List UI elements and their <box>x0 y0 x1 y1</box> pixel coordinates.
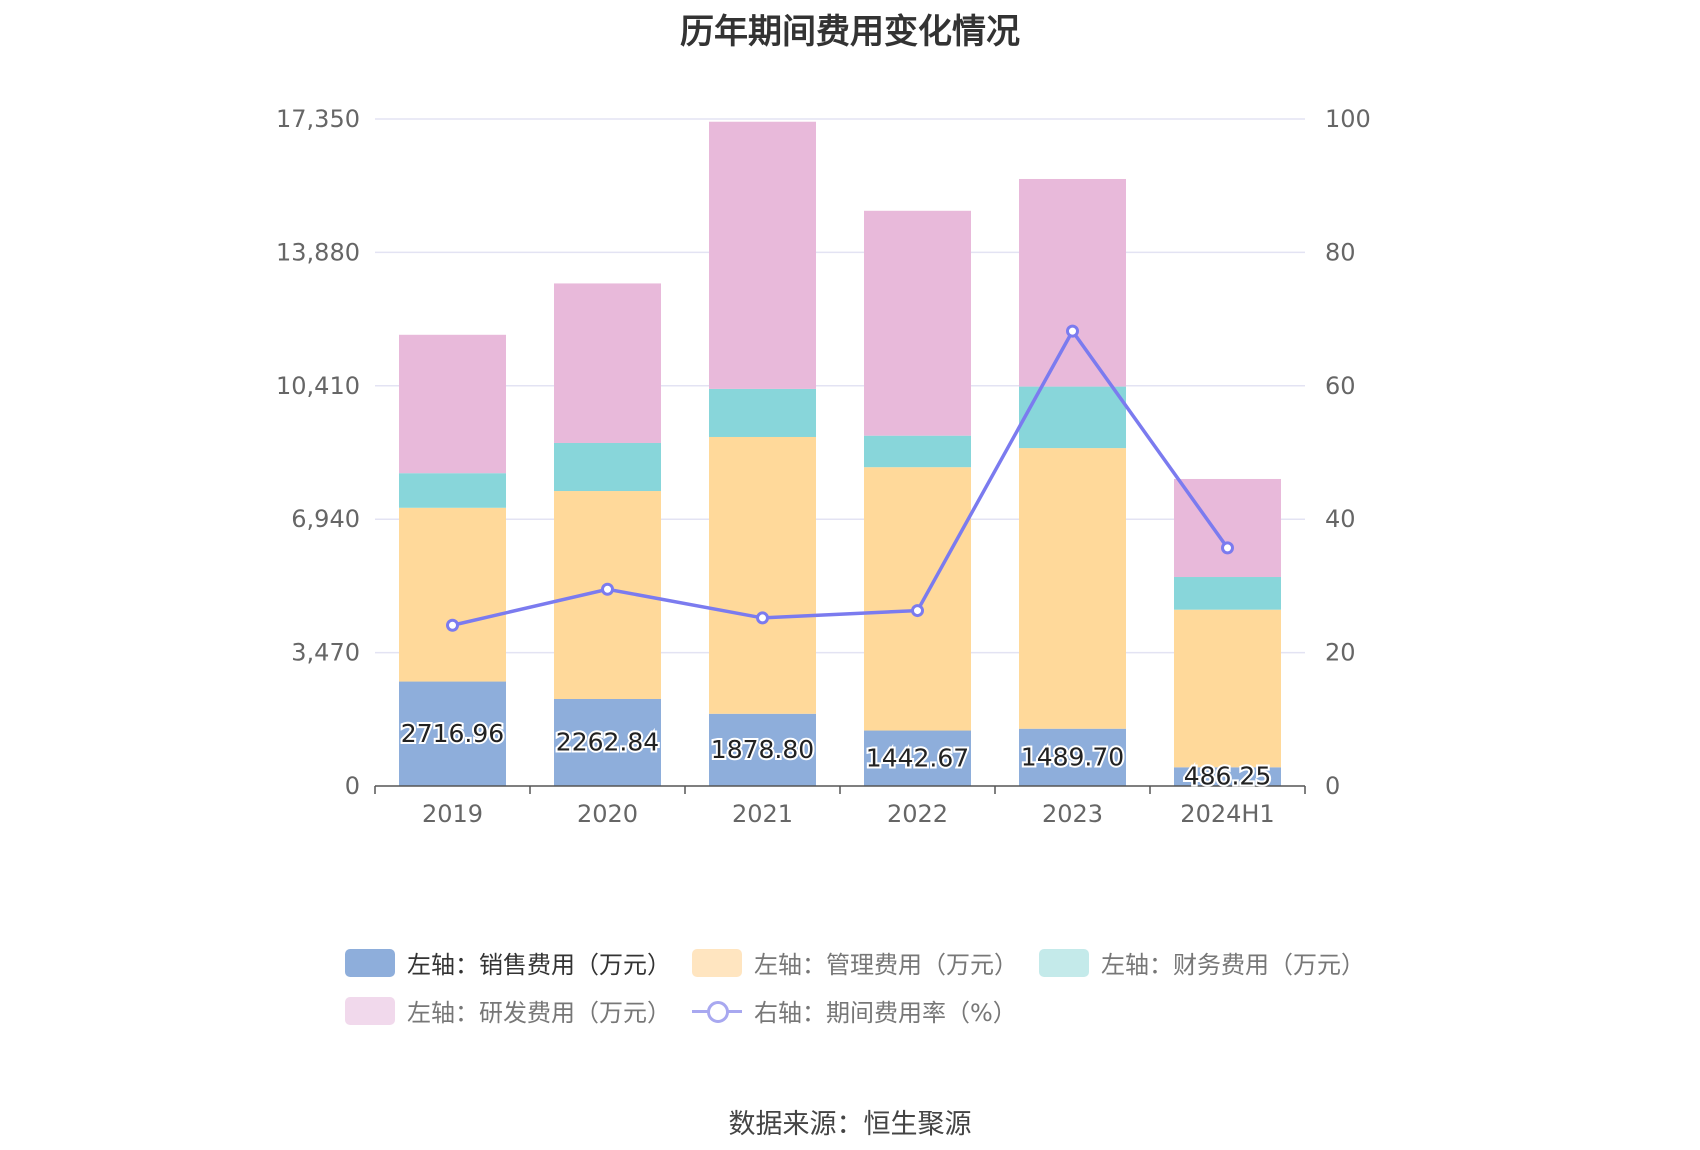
line-point-expense-rate <box>1221 541 1234 555</box>
legend-item-finance[interactable]: 左轴：财务费用（万元） <box>1039 945 1365 980</box>
bar-finance <box>709 388 816 437</box>
line-point-expense-rate <box>446 618 459 632</box>
legend-item-sales[interactable]: 左轴：销售费用（万元） <box>345 945 671 980</box>
data-label-sales: 1878.80 <box>711 735 814 764</box>
legend-item-rnd[interactable]: 左轴：研发费用（万元） <box>345 993 671 1028</box>
data-source: 数据来源：恒生聚源 <box>728 1109 972 1140</box>
y-left-tick-label: 3,470 <box>291 639 360 667</box>
bar-admin <box>399 507 506 682</box>
bar-rnd <box>709 121 816 389</box>
bar-admin <box>1174 609 1281 768</box>
x-tick-label: 2024H1 <box>1180 800 1274 828</box>
bar-sales <box>554 699 661 786</box>
bar-finance <box>1174 577 1281 610</box>
bar-admin <box>1019 448 1126 729</box>
legend-swatch-admin <box>692 948 742 977</box>
data-label-sales: 2262.84 <box>556 728 659 757</box>
y-right-tick-label: 100 <box>1325 105 1371 133</box>
x-tick-label: 2020 <box>577 800 638 828</box>
y-right-tick-label: 0 <box>1325 772 1340 800</box>
x-tick-label: 2019 <box>422 800 483 828</box>
bar-rnd <box>554 283 661 443</box>
y-right-tick-label: 60 <box>1325 372 1356 400</box>
bar-rnd <box>399 334 506 474</box>
legend-item-rate[interactable]: 右轴：期间费用率（%） <box>692 993 1017 1028</box>
y-right-tick-label: 40 <box>1325 505 1356 533</box>
y-left-tick-label: 0 <box>345 772 360 800</box>
legend-item-admin[interactable]: 左轴：管理费用（万元） <box>692 945 1018 980</box>
data-label-sales: 1489.70 <box>1021 742 1124 771</box>
bar-sales <box>1019 728 1126 786</box>
y-right-tick-label: 20 <box>1325 639 1356 667</box>
bar-sales <box>399 681 506 786</box>
bar-finance <box>554 442 661 492</box>
legend-label-admin: 左轴：管理费用（万元） <box>754 951 1018 979</box>
bar-admin <box>709 436 816 714</box>
legend-label-rnd: 左轴：研发费用（万元） <box>407 999 671 1027</box>
line-expense-rate <box>452 327 1229 627</box>
x-tick-label: 2022 <box>887 800 948 828</box>
bar-sales <box>864 730 971 786</box>
chart-title: 历年期间费用变化情况 <box>680 12 1020 52</box>
x-tick-label: 2021 <box>732 800 793 828</box>
legend-label-sales: 左轴：销售费用（万元） <box>407 951 671 979</box>
bar-rnd <box>1019 178 1126 387</box>
y-left-tick-label: 13,880 <box>276 238 360 266</box>
legend-line-icon <box>692 997 742 1025</box>
line-point-expense-rate <box>756 611 769 625</box>
line-point-expense-rate <box>911 604 924 618</box>
y-right-tick-label: 80 <box>1325 238 1356 266</box>
bar-sales <box>709 713 816 786</box>
line-point-expense-rate <box>601 582 614 596</box>
y-left-tick-label: 10,410 <box>276 372 360 400</box>
x-tick-label: 2023 <box>1042 800 1103 828</box>
y-left-tick-label: 17,350 <box>276 105 360 133</box>
y-left-tick-label: 6,940 <box>291 505 360 533</box>
legend-swatch-finance <box>1039 948 1089 977</box>
line-point-expense-rate <box>1066 324 1079 338</box>
legend-label-finance: 左轴：财务费用（万元） <box>1101 951 1365 979</box>
data-label-sales: 486.25 <box>1184 762 1271 791</box>
data-label-sales: 1442.67 <box>866 743 969 772</box>
legend-swatch-sales <box>345 948 395 977</box>
legend-swatch-rnd <box>345 996 395 1025</box>
bar-finance <box>399 473 506 508</box>
data-label-sales: 2716.96 <box>401 719 504 748</box>
bar-sales <box>1174 767 1281 786</box>
bar-admin <box>864 467 971 731</box>
legend-label-rate: 右轴：期间费用率（%） <box>754 999 1017 1027</box>
bar-finance <box>864 435 971 468</box>
bar-rnd <box>864 210 971 436</box>
